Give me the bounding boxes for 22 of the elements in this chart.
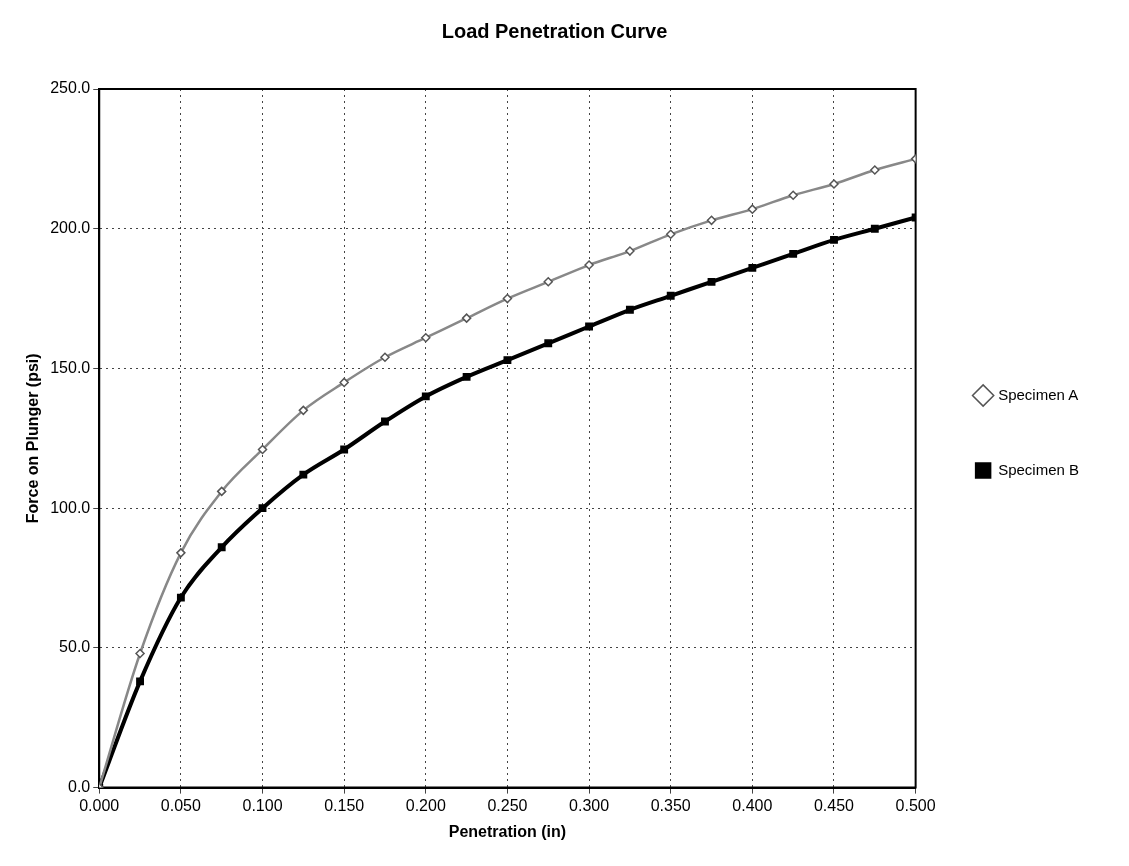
y-tick-label: 150.0 xyxy=(50,358,91,376)
y-tick-label: 200.0 xyxy=(50,219,91,237)
y-axis-title: Force on Plunger (psi) xyxy=(24,353,42,524)
x-tick-label: 0.000 xyxy=(79,796,120,814)
x-tick-label: 0.150 xyxy=(324,796,365,814)
x-tick-label: 0.100 xyxy=(242,796,283,814)
x-axis-title: Penetration (in) xyxy=(448,822,567,840)
x-tick-label: 0.200 xyxy=(405,796,446,814)
y-tick-label: 100.0 xyxy=(50,498,91,516)
x-tick-label: 0.300 xyxy=(569,796,610,814)
legend-label: Specimen A xyxy=(998,385,1079,403)
legend-label: Specimen B xyxy=(998,460,1079,478)
chart-title: Load Penetration Curve xyxy=(441,19,668,42)
y-tick-label: 0.0 xyxy=(67,778,91,796)
y-tick-label: 50.0 xyxy=(59,638,91,656)
x-tick-label: 0.450 xyxy=(813,796,855,814)
y-tick-label: 250.0 xyxy=(50,79,91,97)
x-tick-label: 0.050 xyxy=(160,796,201,814)
x-tick-label: 0.400 xyxy=(732,796,773,814)
x-tick-label: 0.500 xyxy=(895,796,936,814)
x-tick-label: 0.350 xyxy=(650,796,691,814)
x-tick-label: 0.250 xyxy=(487,796,528,814)
